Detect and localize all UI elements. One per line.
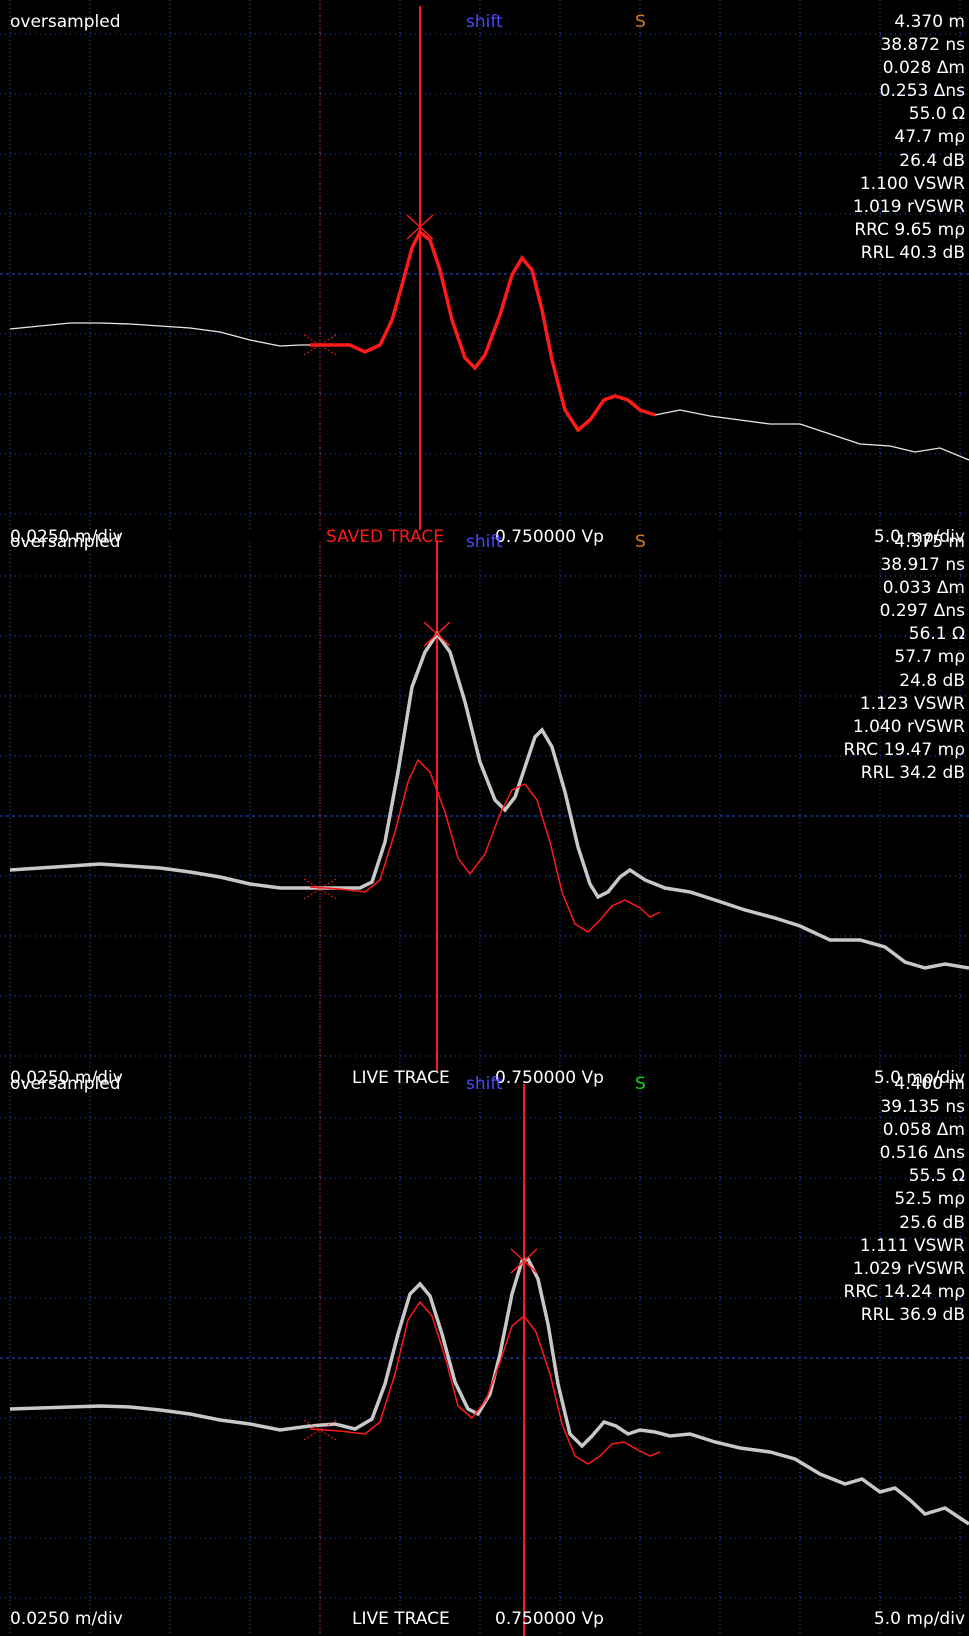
shift-label[interactable]: shift [466,12,503,32]
x-scale-label: 0.0250 m/div [10,527,123,547]
cursor-marker-x [406,214,434,240]
amplitude-label: 0.750000 Vp [495,1609,604,1629]
readout-vswr: 1.100 VSWR [859,173,965,194]
readout-impedance: 55.5 Ω [908,1166,965,1187]
s-flag[interactable]: S [635,532,646,552]
readout-rrc: RRC 9.65 mρ [854,219,965,240]
amplitude-label: 0.750000 Vp [495,527,604,547]
readout-time: 38.917 ns [880,555,965,576]
measurement-readouts: 4.400 m 39.135 ns 0.058 Δm 0.516 Δns 55.… [844,1073,965,1327]
y-scale-label: 5.0 mρ/div [873,527,965,547]
readout-rrl: RRL 40.3 dB [860,242,965,263]
readout-impedance: 56.1 Ω [908,624,965,645]
x-scale-label: 0.0250 m/div [10,1609,123,1629]
readout-delta-ns: 0.516 Δns [879,1143,965,1164]
readout-distance: 4.370 m [894,12,965,32]
readout-rho: 52.5 mρ [894,1189,965,1210]
trace-name-label[interactable]: LIVE TRACE [352,1609,450,1629]
readout-impedance: 55.0 Ω [908,104,965,125]
live-trace [9,630,969,970]
saved-trace [310,229,656,433]
readout-rho: 57.7 mρ [894,647,965,668]
readout-vswr: 1.111 VSWR [859,1235,965,1256]
readout-delta-m: 0.028 Δm [882,58,965,79]
saved-trace-overlay [309,758,661,933]
s-flag[interactable]: S [635,1074,646,1094]
grid [0,1084,969,1636]
readout-delta-m: 0.058 Δm [882,1120,965,1141]
readout-rrc: RRC 14.24 mρ [843,1281,965,1302]
mode-label: oversampled [10,532,121,552]
y-scale-label: 5.0 mρ/div [873,1068,965,1088]
plot-area[interactable] [0,542,969,1084]
y-scale-label: 5.0 mρ/div [873,1609,965,1629]
amplitude-label: 0.750000 Vp [495,1068,604,1088]
readout-delta-m: 0.033 Δm [882,578,965,599]
grid [0,0,969,530]
shift-label[interactable]: shift [466,1074,503,1094]
readout-rrl: RRL 36.9 dB [860,1304,965,1325]
mode-label: oversampled [10,1074,121,1094]
readout-time: 38.872 ns [880,35,965,56]
readout-return-loss: 25.6 dB [899,1212,965,1233]
shift-label[interactable]: shift [466,532,503,552]
cursor-marker-x [423,621,451,647]
reference-trace [9,322,320,347]
mode-label: oversampled [10,12,121,32]
readout-rvswr: 1.019 rVSWR [852,196,965,217]
readout-return-loss: 26.4 dB [899,150,965,171]
tdr-panel-live-2: oversampled shift S 4.400 m 39.135 ns 0.… [0,1074,969,1636]
saved-trace-overlay [309,1300,661,1465]
x-scale-label: 0.0250 m/div [10,1068,123,1088]
grid [0,542,969,1084]
s-flag[interactable]: S [635,12,646,32]
readout-rvswr: 1.029 rVSWR [852,1258,965,1279]
readout-delta-ns: 0.253 Δns [879,81,965,102]
readout-distance: 4.400 m [894,1074,965,1094]
reference-trace-tail [654,409,969,461]
trace-name-label[interactable]: SAVED TRACE [326,527,444,547]
tdr-panel-live-1: oversampled shift S 4.375 m 38.917 ns 0.… [0,532,969,1088]
cursor-marker-x [510,1248,538,1274]
trace-name-label[interactable]: LIVE TRACE [352,1068,450,1088]
readout-rvswr: 1.040 rVSWR [852,716,965,737]
readout-vswr: 1.123 VSWR [859,693,965,714]
readout-rho: 47.7 mρ [894,127,965,148]
readout-distance: 4.375 m [894,532,965,552]
measurement-readouts: 4.375 m 38.917 ns 0.033 Δm 0.297 Δns 56.… [844,531,965,785]
readout-rrl: RRL 34.2 dB [860,762,965,783]
readout-delta-ns: 0.297 Δns [879,601,965,622]
plot-area[interactable] [0,1084,969,1636]
readout-time: 39.135 ns [880,1097,965,1118]
measurement-readouts: 4.370 m 38.872 ns 0.028 Δm 0.253 Δns 55.… [853,11,965,265]
tdr-panel-saved: oversampled shift S 4.370 m 38.872 ns 0.… [0,0,969,547]
plot-area[interactable] [0,0,969,530]
readout-rrc: RRC 19.47 mρ [843,739,965,760]
readout-return-loss: 24.8 dB [899,670,965,691]
